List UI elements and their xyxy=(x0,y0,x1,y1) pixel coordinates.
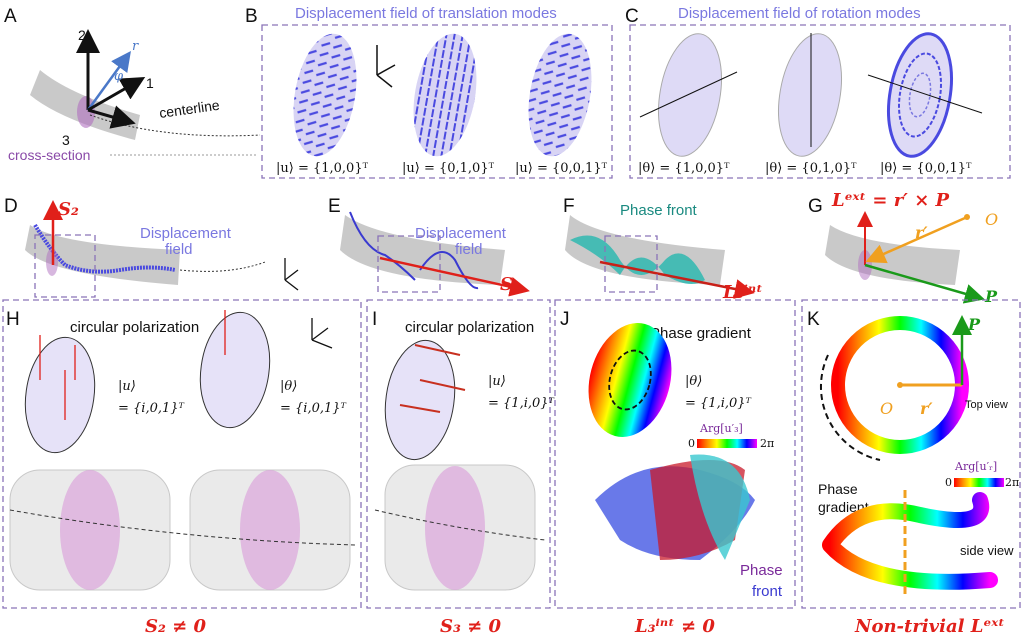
I-label: circular polarization xyxy=(405,319,534,336)
box-h xyxy=(2,299,362,609)
panel-i: I circular polarization |u⟩ = {1,i,0}ᵀ S… xyxy=(372,309,555,637)
H-eq1b: = {i,0,1}ᵀ xyxy=(118,401,185,416)
K-grad1: Phase xyxy=(818,481,858,497)
A-centerline: centerline xyxy=(158,97,221,121)
C-letter: C xyxy=(625,6,639,27)
B-eq2: |u⟩ = {0,1,0}ᵀ xyxy=(402,161,495,176)
panel-f: F L₃ⁱⁿᵗ Phase front xyxy=(563,196,763,303)
A-phi: φ xyxy=(114,69,124,84)
D-label2: field xyxy=(165,241,193,258)
H-letter: H xyxy=(6,309,20,330)
J-eqb: = {1,i,0}ᵀ xyxy=(685,396,752,411)
B-eq3: |u⟩ = {0,0,1}ᵀ xyxy=(515,161,608,176)
I-letter: I xyxy=(372,309,377,330)
A-axis1: 1 xyxy=(146,75,154,91)
panel-a: A 2 r φ 1 3 centerline cross-section xyxy=(4,6,261,163)
K-side-view: side view xyxy=(960,543,1014,558)
panel-d: D S₂ Displacement field xyxy=(4,196,299,298)
E-label2: field xyxy=(455,241,483,258)
I-eqb: = {1,i,0}ᵀ xyxy=(488,396,555,411)
H-label: circular polarization xyxy=(70,319,199,336)
box-i xyxy=(366,299,551,609)
G-rprime: r′ xyxy=(915,223,928,242)
D-vector: S₂ xyxy=(58,199,79,220)
B-title: Displacement field of translation modes xyxy=(295,5,557,22)
J-cb-min: 0 xyxy=(688,437,695,450)
C-eq3: |θ⟩ = {0,0,1}ᵀ xyxy=(880,161,972,176)
E-vector: S₃ xyxy=(500,274,521,295)
H-eq1a: |u⟩ xyxy=(118,379,136,394)
J-cb-max: 2π xyxy=(760,437,774,450)
B-letter: B xyxy=(245,6,258,27)
H-eq2b: = {i,0,1}ᵀ xyxy=(280,401,347,416)
G-origin: O xyxy=(985,210,998,229)
J-front1: Phase xyxy=(740,562,783,579)
E-letter: E xyxy=(328,196,341,217)
H-eq2a: |θ⟩ xyxy=(280,379,297,394)
I-eqa: |u⟩ xyxy=(488,374,506,389)
J-footer: L₃ⁱⁿᵗ ≠ 0 xyxy=(634,616,715,637)
panel-g: G Lᵉˣᵗ = r′ × P O r′ P xyxy=(808,190,998,306)
K-colorbar-title: Arg[u′ᵣ] xyxy=(954,460,997,473)
box-j xyxy=(554,299,796,609)
C-eq1: |θ⟩ = {1,0,0}ᵀ xyxy=(638,161,730,176)
K-rprime: r′ xyxy=(920,399,933,418)
J-front2: front xyxy=(752,583,783,600)
K-P: P xyxy=(967,315,981,334)
H-footer: S₂ ≠ 0 xyxy=(145,616,206,637)
A-r: r xyxy=(132,39,139,54)
F-letter: F xyxy=(563,196,575,217)
B-eq1: |u⟩ = {1,0,0}ᵀ xyxy=(276,161,369,176)
box-k xyxy=(801,299,1021,609)
K-footer: Non-trivial Lᵉˣᵗ xyxy=(854,616,1005,637)
F-label: Phase front xyxy=(620,202,698,219)
J-eqa: |θ⟩ xyxy=(685,374,702,389)
panel-k: K P O r′ Top view Arg[u′ᵣ] 0 2π Phase gr… xyxy=(807,309,1019,637)
F-vector: L₃ⁱⁿᵗ xyxy=(722,282,763,303)
K-top-view: Top view xyxy=(965,399,1008,411)
C-title: Displacement field of rotation modes xyxy=(678,5,921,22)
panel-b: B Displacement field of translation mode… xyxy=(245,5,613,179)
K-origin: O xyxy=(880,399,893,418)
A-axis2: 2 xyxy=(78,27,86,43)
J-label: Phase gradient xyxy=(650,325,752,342)
E-label1: Displacement xyxy=(415,225,507,242)
panel-h: H circular polarization |u⟩ = {i,0,1}ᵀ |… xyxy=(6,309,356,637)
panel-j: J Phase gradient |θ⟩ = {1,i,0}ᵀ Arg[u′₃]… xyxy=(560,309,783,637)
A-letter: A xyxy=(4,6,17,27)
A-cross-section: cross-section xyxy=(8,147,90,163)
D-letter: D xyxy=(4,196,18,217)
G-P: P xyxy=(984,287,998,306)
I-footer: S₃ ≠ 0 xyxy=(440,616,501,637)
A-axis3: 3 xyxy=(62,132,70,148)
panel-e: E S₃ Displacement field xyxy=(328,196,530,297)
K-cb-max: 2π xyxy=(1005,476,1019,489)
panel-c: C Displacement field of rotation modes |… xyxy=(625,5,1011,179)
J-letter: J xyxy=(560,309,570,330)
K-cb-min: 0 xyxy=(945,476,952,489)
G-letter: G xyxy=(808,196,823,217)
G-formula: Lᵉˣᵗ = r′ × P xyxy=(831,190,950,211)
K-letter: K xyxy=(807,309,820,330)
J-colorbar-title: Arg[u′₃] xyxy=(699,422,743,435)
D-label1: Displacement xyxy=(140,225,232,242)
C-eq2: |θ⟩ = {0,1,0}ᵀ xyxy=(765,161,857,176)
